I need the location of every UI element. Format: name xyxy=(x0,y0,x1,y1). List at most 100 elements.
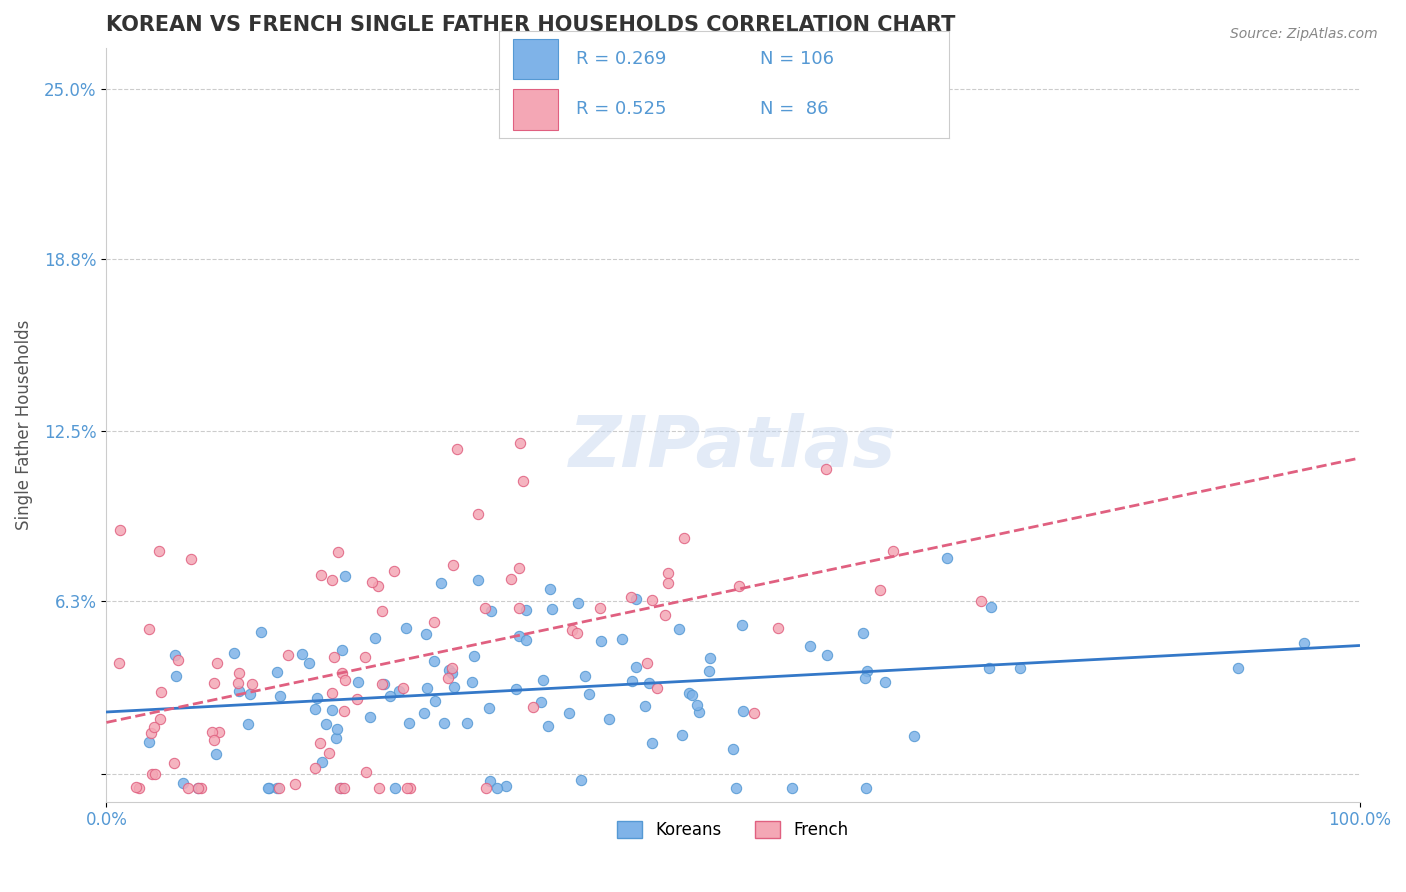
French xyxy=(422,615,444,630)
French xyxy=(228,665,250,680)
French xyxy=(645,681,668,695)
Koreans xyxy=(398,716,420,731)
Text: ZIPatlas: ZIPatlas xyxy=(569,413,897,482)
French xyxy=(284,777,307,791)
French xyxy=(346,692,368,706)
Koreans xyxy=(205,747,228,761)
Koreans xyxy=(259,780,281,795)
Koreans xyxy=(495,779,517,793)
Koreans xyxy=(412,706,434,720)
French xyxy=(330,665,353,680)
Koreans xyxy=(699,651,721,665)
French xyxy=(353,649,375,664)
French xyxy=(589,601,612,615)
Koreans xyxy=(558,706,581,721)
Koreans xyxy=(298,657,321,671)
Koreans xyxy=(228,684,250,698)
Koreans xyxy=(856,664,879,678)
Koreans xyxy=(540,602,562,616)
French xyxy=(815,462,838,476)
French xyxy=(309,568,332,582)
Koreans xyxy=(1008,661,1031,675)
Legend: Koreans, French: Koreans, French xyxy=(610,814,855,846)
French xyxy=(508,600,530,615)
French xyxy=(636,656,658,670)
Koreans xyxy=(346,674,368,689)
Koreans xyxy=(187,780,209,795)
French xyxy=(332,704,354,718)
Koreans xyxy=(873,674,896,689)
French xyxy=(321,573,343,587)
French xyxy=(437,671,460,685)
Koreans xyxy=(855,780,877,795)
Koreans xyxy=(485,780,508,795)
Koreans xyxy=(668,623,690,637)
French xyxy=(354,765,377,780)
Koreans xyxy=(508,629,530,643)
Koreans xyxy=(305,690,328,705)
French xyxy=(329,780,352,795)
Koreans xyxy=(467,573,489,587)
French xyxy=(148,544,170,558)
Koreans xyxy=(852,625,875,640)
Koreans xyxy=(634,698,657,713)
French xyxy=(202,676,225,690)
Koreans xyxy=(266,665,288,680)
Koreans xyxy=(236,717,259,731)
Koreans xyxy=(415,627,437,641)
French xyxy=(657,576,679,591)
Koreans xyxy=(567,596,589,610)
Koreans xyxy=(574,668,596,682)
Y-axis label: Single Father Households: Single Father Households xyxy=(15,319,32,530)
Koreans xyxy=(239,687,262,701)
French xyxy=(399,780,422,795)
Text: N =  86: N = 86 xyxy=(761,101,828,119)
Koreans xyxy=(515,603,537,617)
French xyxy=(138,622,160,636)
Koreans xyxy=(853,671,876,685)
Koreans xyxy=(373,677,395,691)
French xyxy=(332,780,354,795)
French xyxy=(309,736,332,750)
Koreans xyxy=(329,780,352,795)
Koreans xyxy=(423,654,446,668)
French xyxy=(742,706,765,720)
Koreans xyxy=(980,599,1002,614)
Koreans xyxy=(479,604,502,618)
Koreans xyxy=(364,631,387,645)
French xyxy=(139,725,162,739)
French xyxy=(240,676,263,690)
French xyxy=(512,474,534,488)
Koreans xyxy=(138,735,160,749)
French xyxy=(361,575,384,590)
Koreans xyxy=(591,633,613,648)
Koreans xyxy=(384,780,406,795)
Koreans xyxy=(325,731,347,745)
Koreans xyxy=(598,712,620,726)
Koreans xyxy=(335,569,357,583)
Koreans xyxy=(640,736,662,750)
Koreans xyxy=(682,688,704,702)
French xyxy=(392,681,415,695)
Koreans xyxy=(432,716,454,731)
Koreans xyxy=(505,682,527,697)
French xyxy=(180,552,202,566)
Koreans xyxy=(537,718,560,732)
French xyxy=(728,578,751,592)
Koreans xyxy=(430,576,453,591)
Koreans xyxy=(578,687,600,701)
French xyxy=(382,565,405,579)
French xyxy=(522,700,544,714)
Koreans xyxy=(378,690,401,704)
Koreans xyxy=(311,755,333,769)
French xyxy=(200,725,222,739)
French xyxy=(970,594,993,608)
French xyxy=(882,544,904,558)
Koreans xyxy=(780,780,803,795)
French xyxy=(509,436,531,450)
French xyxy=(277,648,299,662)
French xyxy=(368,780,391,795)
Koreans xyxy=(1226,660,1249,674)
Koreans xyxy=(266,780,288,795)
French xyxy=(202,733,225,747)
